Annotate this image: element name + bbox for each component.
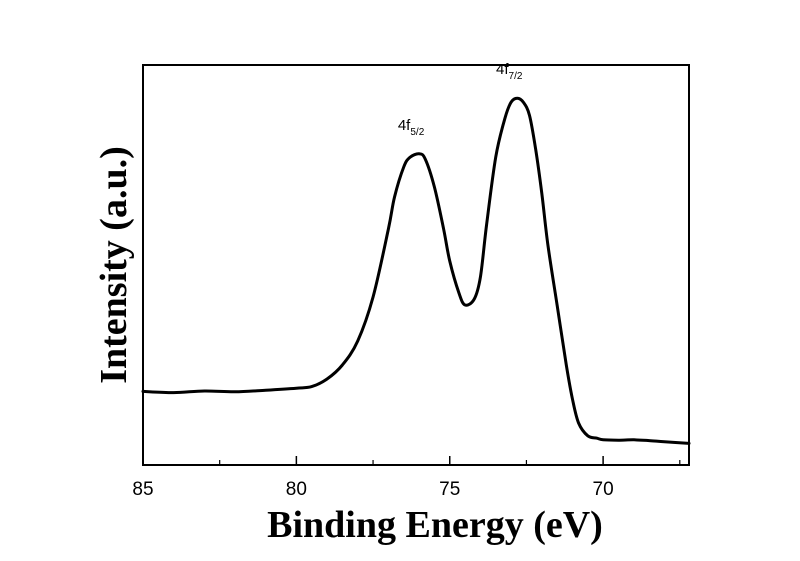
x-tick-label: 70 — [593, 479, 614, 500]
peak-annotations: 4f5/2 4f7/2 — [398, 61, 523, 138]
x-tick-labels: 85 80 75 70 — [132, 479, 613, 500]
peak-label: 4f5/2 — [398, 117, 425, 138]
plot-frame — [142, 64, 690, 466]
x-tick-label: 75 — [439, 479, 460, 500]
x-tick-label: 80 — [286, 479, 307, 500]
x-axis-title: Binding Energy (eV) — [267, 504, 603, 546]
x-ticks — [142, 456, 681, 465]
y-axis-title: Intensity (a.u.) — [93, 146, 135, 384]
peak-label: 4f7/2 — [496, 61, 523, 82]
spectrum-line — [141, 96, 691, 445]
x-tick-label: 85 — [132, 479, 153, 500]
